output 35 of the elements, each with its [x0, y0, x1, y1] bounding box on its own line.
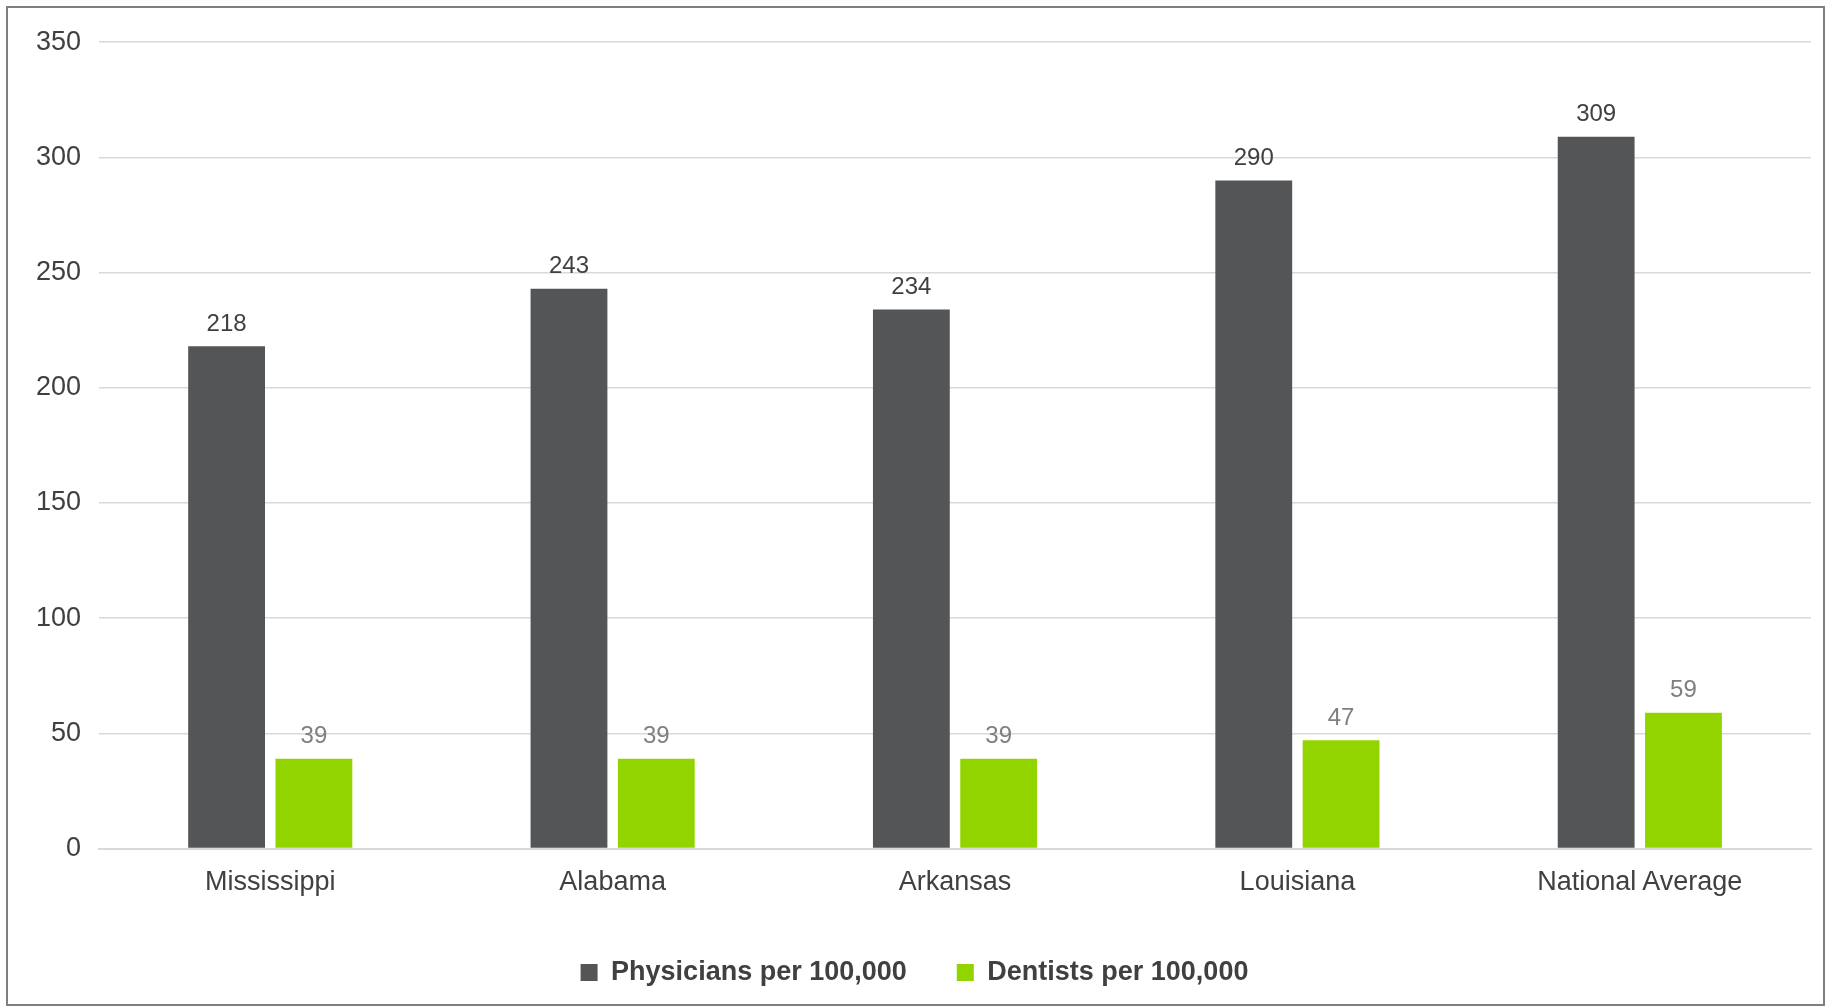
bar — [1215, 180, 1293, 848]
legend-label: Dentists per 100,000 — [987, 955, 1249, 986]
data-label: 218 — [206, 308, 247, 336]
y-tick-label: 250 — [35, 256, 82, 287]
data-label: 59 — [1670, 675, 1697, 703]
bar — [530, 288, 608, 848]
bar — [872, 309, 950, 848]
x-tick-label: Arkansas — [898, 866, 1012, 897]
bar — [1302, 740, 1380, 848]
y-tick-label: 350 — [35, 25, 82, 56]
x-tick-label: Alabama — [559, 866, 667, 897]
bar — [1557, 136, 1635, 848]
bar — [1645, 712, 1722, 848]
bar — [960, 758, 1038, 848]
x-tick-label: National Average — [1537, 866, 1743, 897]
y-tick-label: 150 — [35, 486, 82, 517]
data-label: 39 — [300, 721, 328, 749]
y-tick-label: 100 — [35, 601, 82, 632]
data-label: 243 — [548, 251, 589, 279]
data-label: 47 — [1327, 702, 1355, 730]
data-label: 290 — [1233, 143, 1274, 171]
x-tick-label: Louisiana — [1239, 866, 1357, 897]
x-tick-label: Mississippi — [204, 866, 336, 897]
data-label: 39 — [985, 721, 1013, 749]
bar — [275, 758, 353, 848]
y-tick-label: 0 — [66, 832, 82, 863]
legend-label: Physicians per 100,000 — [611, 955, 907, 986]
y-tick-label: 50 — [51, 716, 82, 747]
y-tick-label: 300 — [35, 140, 82, 171]
data-label: 39 — [642, 721, 670, 749]
data-label: 309 — [1576, 99, 1617, 127]
bar — [188, 346, 266, 848]
data-label: 234 — [891, 272, 932, 300]
bar — [617, 758, 695, 848]
y-tick-label: 200 — [35, 371, 82, 402]
